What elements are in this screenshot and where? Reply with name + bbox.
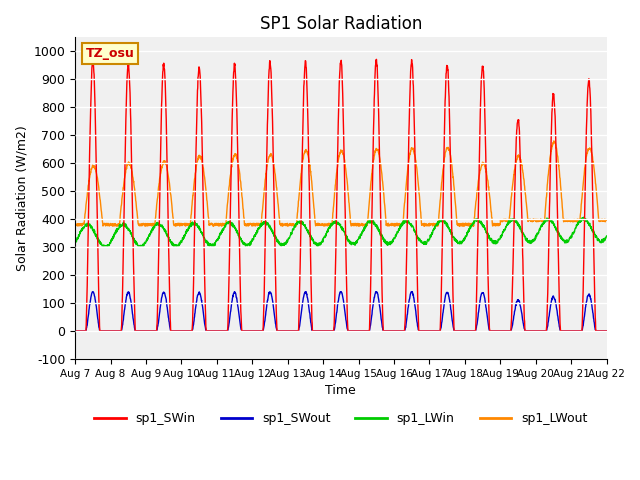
sp1_LWin — [220, 227, 227, 232]
Line: sp1_SWout: sp1_SWout — [75, 292, 607, 331]
sp1_LWin — [571, 229, 579, 235]
sp1_LWin — [98, 243, 106, 249]
sp1_SWout — [556, 326, 564, 332]
sp1_SWin — [556, 313, 564, 319]
sp1_SWin — [495, 328, 503, 334]
sp1_LWout — [220, 222, 227, 228]
sp1_LWout — [368, 170, 376, 176]
sp1_LWin — [71, 238, 79, 244]
sp1_LWin — [356, 233, 364, 239]
Line: sp1_LWout: sp1_LWout — [75, 141, 607, 226]
sp1_SWout — [495, 328, 503, 334]
sp1_SWin — [571, 328, 579, 334]
Y-axis label: Solar Radiation (W/m2): Solar Radiation (W/m2) — [15, 125, 28, 271]
sp1_SWin — [367, 233, 375, 239]
sp1_LWout — [495, 222, 503, 228]
Legend: sp1_SWin, sp1_SWout, sp1_LWin, sp1_LWout: sp1_SWin, sp1_SWout, sp1_LWin, sp1_LWout — [90, 407, 592, 430]
sp1_LWout — [356, 223, 364, 228]
sp1_LWin — [580, 215, 588, 220]
sp1_SWin — [356, 328, 364, 334]
sp1_SWout — [603, 328, 611, 334]
sp1_SWout — [220, 328, 227, 334]
sp1_SWout — [368, 312, 376, 318]
sp1_LWin — [368, 220, 376, 226]
Line: sp1_SWin: sp1_SWin — [75, 60, 607, 331]
sp1_LWout — [113, 223, 121, 229]
sp1_LWout — [550, 138, 557, 144]
sp1_LWout — [556, 175, 564, 181]
sp1_SWin — [220, 328, 227, 334]
sp1_LWout — [71, 223, 79, 228]
sp1_SWout — [571, 328, 579, 334]
sp1_SWin — [603, 328, 611, 334]
sp1_LWin — [603, 233, 611, 239]
sp1_SWout — [356, 328, 364, 334]
Line: sp1_LWin: sp1_LWin — [75, 217, 607, 246]
X-axis label: Time: Time — [326, 384, 356, 397]
sp1_SWout — [71, 328, 79, 334]
sp1_LWout — [603, 217, 611, 223]
Text: TZ_osu: TZ_osu — [86, 47, 134, 60]
sp1_SWout — [89, 289, 97, 295]
sp1_SWin — [71, 328, 79, 334]
sp1_LWin — [495, 237, 503, 242]
sp1_SWin — [372, 57, 380, 62]
Title: SP1 Solar Radiation: SP1 Solar Radiation — [260, 15, 422, 33]
sp1_LWout — [571, 218, 579, 224]
sp1_LWin — [556, 233, 564, 239]
